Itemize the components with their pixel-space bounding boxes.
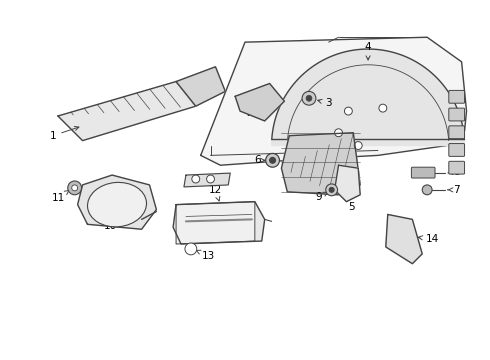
Circle shape: [354, 141, 362, 149]
FancyBboxPatch shape: [412, 167, 435, 178]
Circle shape: [326, 184, 338, 196]
Polygon shape: [184, 173, 230, 187]
Circle shape: [306, 95, 312, 101]
FancyBboxPatch shape: [449, 108, 465, 121]
Circle shape: [207, 175, 215, 183]
Polygon shape: [77, 175, 156, 229]
Polygon shape: [335, 165, 360, 202]
Polygon shape: [176, 202, 255, 244]
Text: 8: 8: [448, 167, 460, 177]
Circle shape: [422, 185, 432, 195]
Polygon shape: [281, 133, 360, 195]
Text: 5: 5: [346, 196, 355, 212]
Polygon shape: [386, 215, 422, 264]
Circle shape: [192, 175, 200, 183]
Text: 6: 6: [254, 155, 265, 165]
Polygon shape: [173, 202, 265, 244]
FancyBboxPatch shape: [449, 90, 465, 103]
Circle shape: [344, 107, 352, 115]
Circle shape: [302, 91, 316, 105]
Text: 10: 10: [103, 215, 119, 231]
Polygon shape: [176, 67, 225, 106]
Text: 13: 13: [196, 250, 215, 261]
Circle shape: [335, 129, 343, 137]
Polygon shape: [235, 84, 284, 121]
Text: 2: 2: [246, 103, 258, 118]
Polygon shape: [201, 37, 466, 165]
Text: 7: 7: [448, 185, 460, 195]
FancyBboxPatch shape: [449, 126, 465, 139]
FancyBboxPatch shape: [449, 161, 465, 174]
Circle shape: [270, 157, 275, 163]
Text: 11: 11: [52, 190, 69, 203]
Circle shape: [329, 188, 334, 192]
Polygon shape: [58, 82, 196, 141]
Text: 4: 4: [365, 42, 371, 60]
Circle shape: [68, 181, 81, 195]
Text: 9: 9: [316, 192, 328, 202]
Circle shape: [185, 243, 197, 255]
Text: 14: 14: [418, 234, 439, 244]
Circle shape: [266, 153, 279, 167]
Ellipse shape: [88, 183, 147, 227]
Text: 3: 3: [318, 98, 332, 108]
Polygon shape: [272, 49, 465, 145]
FancyBboxPatch shape: [449, 144, 465, 156]
Text: 12: 12: [209, 185, 222, 201]
Text: 1: 1: [49, 126, 79, 141]
Circle shape: [72, 185, 77, 191]
Circle shape: [379, 104, 387, 112]
